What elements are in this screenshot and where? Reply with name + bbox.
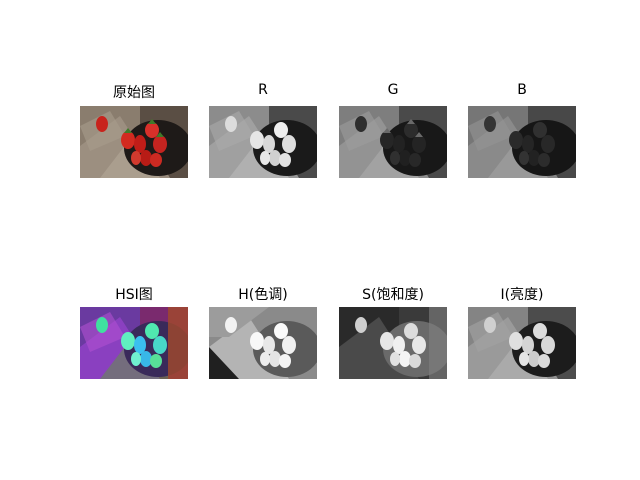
i-channel-image [468, 307, 576, 379]
r-channel-image [209, 106, 317, 178]
panel-title-i: I(亮度) [500, 287, 544, 303]
h-channel-image [209, 307, 317, 379]
hsi-image [80, 307, 188, 379]
panel-title-h: H(色调) [238, 287, 288, 303]
panel-title-r: R [258, 82, 268, 98]
panel-title-g: G [387, 82, 399, 98]
panel-title-hsi: HSI图 [115, 287, 153, 303]
original-image [80, 106, 188, 178]
s-channel-image [339, 307, 447, 379]
panel-title-original: 原始图 [113, 85, 155, 101]
b-channel-image [468, 106, 576, 178]
g-channel-image [339, 106, 447, 178]
panel-title-b: B [517, 82, 527, 98]
panel-title-s: S(饱和度) [362, 287, 424, 303]
